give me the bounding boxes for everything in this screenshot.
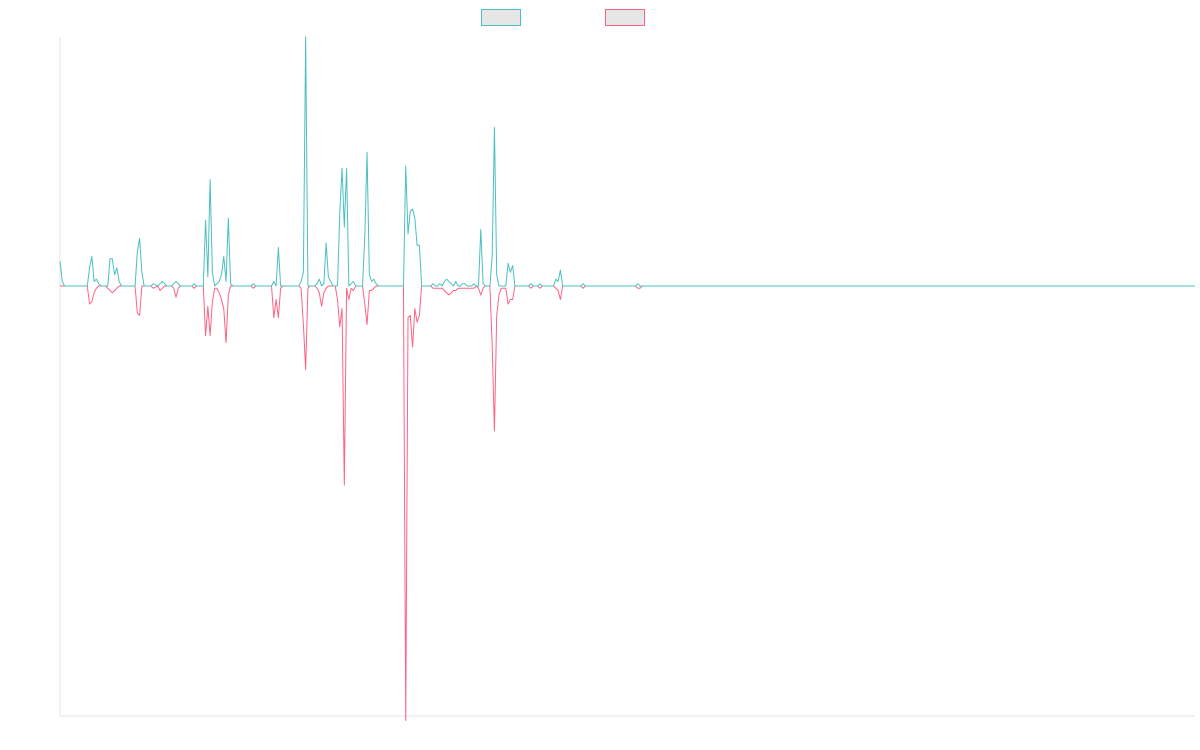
legend-swatch-series-2[interactable] xyxy=(605,9,645,26)
legend-swatch-series-1[interactable] xyxy=(481,9,521,26)
legend[interactable] xyxy=(481,9,645,26)
plot-area xyxy=(59,36,1195,722)
series-line-1 xyxy=(59,36,1195,287)
chart-axes xyxy=(59,37,1195,717)
series-line-2 xyxy=(60,285,1195,722)
